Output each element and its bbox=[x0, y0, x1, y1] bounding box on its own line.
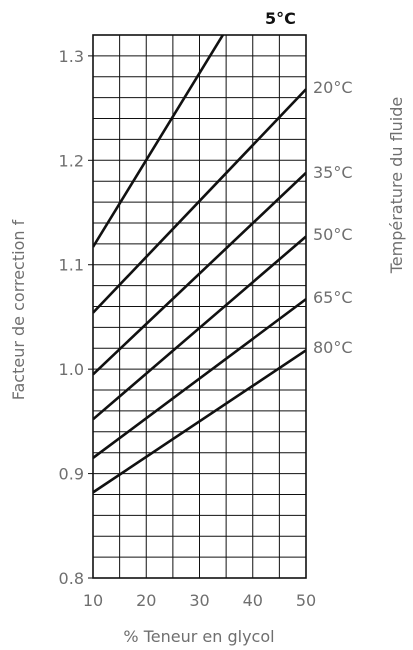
y-tick-label: 1.2 bbox=[59, 151, 84, 170]
series-lines bbox=[93, 35, 306, 494]
x-axis-title: % Teneur en glycol bbox=[123, 627, 274, 646]
series-line bbox=[93, 171, 306, 376]
series-label: 20°C bbox=[313, 78, 353, 97]
y-tick-label: 0.9 bbox=[59, 465, 84, 484]
series-labels: 5°C 20°C 35°C 50°C 65°C 80°C bbox=[265, 9, 353, 357]
x-tick-label: 30 bbox=[189, 591, 209, 610]
x-tick-label: 40 bbox=[243, 591, 263, 610]
series-label: 35°C bbox=[313, 163, 353, 182]
series-line bbox=[93, 88, 306, 314]
series-line bbox=[93, 235, 306, 421]
y-tick-label: 1.0 bbox=[59, 360, 84, 379]
y-tick-labels: 0.8 0.9 1.0 1.1 1.2 1.3 bbox=[59, 47, 93, 588]
plot-frame bbox=[92, 34, 307, 579]
x-tick-label: 50 bbox=[296, 591, 316, 610]
y-tick-label: 0.8 bbox=[59, 569, 84, 588]
x-tick-label: 10 bbox=[83, 591, 103, 610]
y-tick-label: 1.1 bbox=[59, 256, 84, 275]
y-axis-title: Facteur de correction f bbox=[9, 219, 28, 400]
y-tick-label: 1.3 bbox=[59, 47, 84, 66]
series-line bbox=[93, 298, 306, 459]
x-tick-label: 20 bbox=[136, 591, 156, 610]
series-line bbox=[93, 35, 225, 248]
series-label: 5°C bbox=[265, 9, 296, 28]
grid bbox=[92, 34, 307, 579]
series-label: 80°C bbox=[313, 338, 353, 357]
x-tick-labels: 10 20 30 40 50 bbox=[83, 591, 316, 610]
series-label: 65°C bbox=[313, 288, 353, 307]
series-label: 50°C bbox=[313, 225, 353, 244]
legend-title: Température du fluide bbox=[387, 97, 406, 274]
series-line bbox=[93, 349, 306, 494]
